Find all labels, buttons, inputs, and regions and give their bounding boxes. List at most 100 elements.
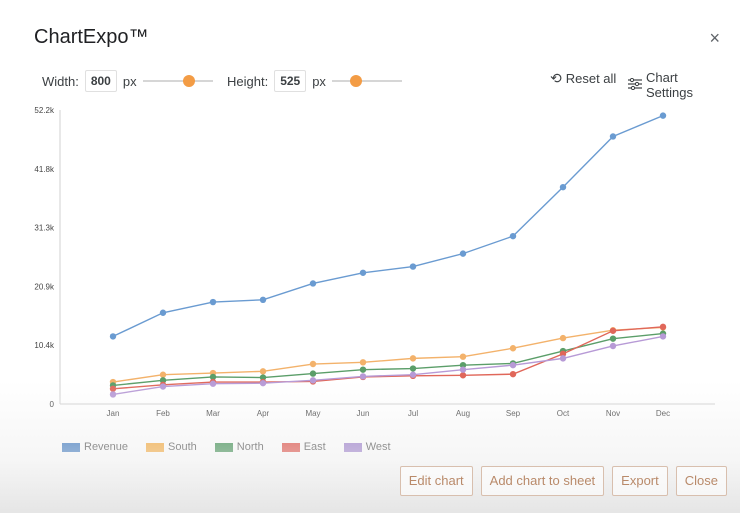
legend-label: West <box>365 441 391 453</box>
data-point[interactable] <box>209 380 217 387</box>
reset-label: Reset all <box>565 71 617 86</box>
x-axis: Jan Feb Mar Apr May Jun Jul Aug Sep Oct Nov Dec <box>60 403 715 418</box>
series-revenue <box>109 112 667 340</box>
close-icon[interactable]: × <box>709 28 720 48</box>
close-button[interactable]: Close <box>675 466 727 496</box>
x-tick-label: May <box>305 409 320 418</box>
y-tick-label: 0 <box>50 400 55 409</box>
width-slider[interactable] <box>142 75 213 87</box>
legend-item-west[interactable]: West <box>343 441 391 453</box>
height-slider-track <box>331 80 402 82</box>
width-unit: px <box>122 73 137 89</box>
data-point[interactable] <box>359 366 367 373</box>
data-point[interactable] <box>159 371 167 378</box>
y-tick-label: 10.4k <box>34 341 55 350</box>
x-tick-label: Oct <box>557 409 570 418</box>
data-point[interactable] <box>609 335 617 342</box>
data-point[interactable] <box>109 385 117 392</box>
height-slider[interactable] <box>331 75 402 87</box>
data-point[interactable] <box>609 327 617 334</box>
data-point[interactable] <box>209 373 217 381</box>
data-point[interactable] <box>659 323 667 331</box>
app-title: ChartExpo™ <box>34 26 149 48</box>
data-point[interactable] <box>159 309 167 316</box>
legend-label: Revenue <box>84 441 129 453</box>
data-point[interactable] <box>559 334 567 342</box>
y-tick-label: 52.2k <box>34 106 55 115</box>
y-tick-label: 41.8k <box>34 165 55 174</box>
data-point[interactable] <box>409 263 417 270</box>
width-slider-knob[interactable] <box>182 75 195 87</box>
data-point[interactable] <box>309 280 317 287</box>
data-point[interactable] <box>659 112 667 119</box>
legend-swatch <box>146 442 165 452</box>
data-point[interactable] <box>509 232 517 240</box>
data-point[interactable] <box>459 366 467 373</box>
edit-chart-button[interactable]: Edit chart <box>399 466 473 496</box>
chart-legend: Revenue South North East West <box>62 441 391 453</box>
legend-swatch <box>62 442 80 452</box>
reset-all-button[interactable]: ⟲ Reset all <box>550 70 616 87</box>
data-point[interactable] <box>509 345 517 352</box>
data-point[interactable] <box>209 298 217 306</box>
sliders-icon <box>628 77 642 93</box>
height-control: Height: 525 px <box>227 70 402 92</box>
data-point[interactable] <box>259 374 267 381</box>
data-point[interactable] <box>409 365 417 372</box>
data-point[interactable] <box>259 368 267 375</box>
data-point[interactable] <box>509 361 517 369</box>
data-point[interactable] <box>309 370 317 377</box>
x-tick-label: Aug <box>456 409 470 418</box>
data-point[interactable] <box>559 183 567 191</box>
data-point[interactable] <box>359 359 367 366</box>
x-tick-label: Sep <box>506 409 521 418</box>
chart-settings-button[interactable]: Chart Settings <box>628 70 720 100</box>
height-slider-knob[interactable] <box>349 75 362 87</box>
data-point[interactable] <box>259 379 267 387</box>
data-point[interactable] <box>409 371 417 378</box>
export-button[interactable]: Export <box>612 466 668 496</box>
data-point[interactable] <box>309 377 317 384</box>
data-point[interactable] <box>359 373 367 380</box>
data-point[interactable] <box>559 350 567 358</box>
add-chart-to-sheet-button[interactable]: Add chart to sheet <box>480 466 605 496</box>
data-point[interactable] <box>459 250 467 257</box>
x-tick-label: Apr <box>257 409 270 418</box>
width-label: Width: <box>42 73 79 89</box>
data-point[interactable] <box>309 360 317 368</box>
data-point[interactable] <box>659 333 667 340</box>
x-tick-label: Nov <box>606 409 620 418</box>
legend-item-east[interactable]: East <box>281 441 326 453</box>
series-line <box>112 332 664 387</box>
legend-swatch <box>343 442 362 452</box>
data-point[interactable] <box>109 333 117 340</box>
width-slider-track <box>142 80 213 82</box>
data-point[interactable] <box>459 353 467 360</box>
data-point[interactable] <box>459 361 467 369</box>
x-tick-label: Mar <box>206 409 220 418</box>
legend-item-north[interactable]: North <box>214 441 264 453</box>
data-point[interactable] <box>559 355 567 362</box>
legend-item-south[interactable]: South <box>146 441 197 453</box>
data-point[interactable] <box>609 342 617 350</box>
legend-label: East <box>303 441 326 453</box>
legend-swatch <box>281 442 300 452</box>
x-tick-label: Jan <box>107 409 120 418</box>
dialog-header: ChartExpo™ × <box>34 26 720 54</box>
data-point[interactable] <box>159 383 167 390</box>
data-point[interactable] <box>609 133 617 140</box>
y-tick-label: 31.3k <box>34 224 55 233</box>
data-point[interactable] <box>359 269 367 276</box>
data-point[interactable] <box>509 370 517 378</box>
chart-settings-label: Chart Settings <box>646 70 693 100</box>
height-input[interactable]: 525 <box>274 70 307 92</box>
x-tick-label: Jun <box>357 409 370 418</box>
legend-item-revenue[interactable]: Revenue <box>62 441 128 453</box>
data-point[interactable] <box>259 296 267 304</box>
data-point[interactable] <box>459 372 467 379</box>
size-toolbar: Width: 800 px Height: 525 px ⟲ Reset all <box>42 70 720 100</box>
data-point[interactable] <box>409 355 417 362</box>
dialog-footer: Edit chart Add chart to sheet Export Clo… <box>399 466 727 496</box>
data-point[interactable] <box>109 391 117 398</box>
width-input[interactable]: 800 <box>84 70 117 92</box>
